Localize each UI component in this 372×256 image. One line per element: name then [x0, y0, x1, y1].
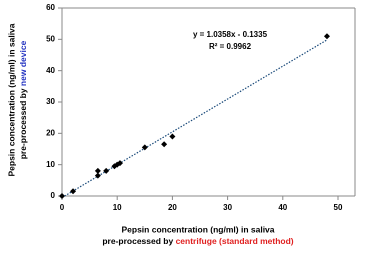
data-point: [94, 172, 101, 179]
x-label-highlight: centrifuge (standard method): [176, 236, 294, 246]
equation: y = 1.0358x - 0.1335: [193, 30, 268, 39]
x-label-line1: Pepsin concentration (ng/ml) in saliva: [121, 224, 274, 234]
x-tick-label: 50: [334, 203, 343, 212]
y-tick-label: 40: [46, 66, 55, 75]
data-point: [103, 167, 110, 174]
data-point: [161, 141, 168, 148]
data-point: [323, 33, 330, 40]
x-label-prefix: pre-processed by: [102, 236, 175, 246]
x-tick-label: 20: [168, 203, 177, 212]
data-point: [59, 193, 65, 199]
y-tick-label: 50: [46, 34, 55, 43]
y-label-highlight: new device: [18, 40, 28, 86]
r-squared: R² = 0.9962: [209, 42, 252, 51]
trendline: [61, 39, 328, 199]
x-label-line2: pre-processed by centrifuge (standard me…: [102, 236, 293, 246]
y-tick-label: 30: [46, 97, 55, 106]
x-tick-label: 10: [113, 203, 122, 212]
x-tick-label: 0: [60, 203, 65, 212]
x-tick-label: 30: [223, 203, 232, 212]
data-point: [94, 167, 101, 174]
data-point: [70, 188, 77, 195]
y-label-prefix: pre-processed by: [18, 86, 28, 159]
x-tick-label: 40: [278, 203, 287, 212]
y-label-line2: pre-processed by new device: [18, 40, 28, 159]
y-label-line1: Pepsin concentration (ng/ml) in saliva: [6, 23, 16, 176]
data-point: [169, 133, 176, 140]
y-tick-label: 0: [51, 191, 56, 200]
y-tick-label: 60: [46, 3, 55, 12]
data-point: [141, 144, 148, 151]
y-tick-label: 20: [46, 128, 55, 137]
y-tick-label: 10: [46, 160, 55, 169]
data-point: [116, 160, 123, 167]
